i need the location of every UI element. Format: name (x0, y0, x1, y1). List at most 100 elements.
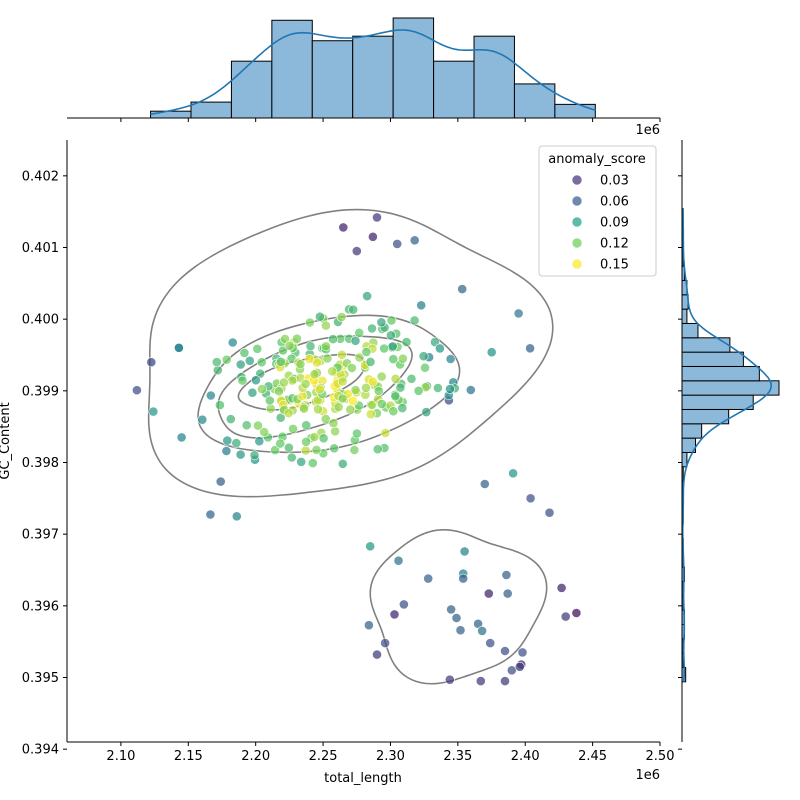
scatter-point (418, 351, 429, 362)
scatter-point (300, 445, 311, 456)
right-histogram-bar (681, 423, 703, 439)
scatter-point (367, 323, 377, 334)
scatter-point (350, 335, 361, 346)
scatter-point (173, 342, 184, 353)
y-axis-label: GC_Content (0, 402, 13, 479)
scatter-point (314, 311, 325, 322)
scatter-point (329, 443, 340, 454)
scatter-point (301, 420, 312, 431)
scatter-point (409, 315, 420, 326)
scatter-point (278, 345, 288, 356)
right-histogram-bar (681, 408, 730, 425)
right-histogram-ticks (678, 175, 682, 750)
legend-label: 0.03 (600, 174, 629, 189)
kde-contours (147, 208, 554, 685)
scatter-point (247, 387, 258, 398)
scatter-point (286, 452, 297, 463)
scatter-point (459, 546, 470, 557)
legend-label: 0.09 (600, 216, 629, 231)
scatter-point (386, 315, 397, 326)
y-tick-label: 0.395 (22, 671, 59, 686)
scatter-point (373, 386, 384, 396)
scatter-point (409, 235, 420, 246)
scatter-point (365, 409, 376, 420)
top-histogram-bar (230, 60, 273, 119)
scatter-point (311, 444, 322, 455)
x-tick-label: 2.30 (376, 749, 405, 764)
x-axis-ticks: 2.10 2.15 2.20 2.25 2.30 2.35 2.40 2.45 2.50 (106, 742, 674, 764)
scatter-point (401, 337, 412, 347)
top-histogram-bar (473, 35, 515, 119)
x-tick-label: 2.35 (443, 749, 472, 764)
scatter-point (241, 420, 252, 431)
scatter-point (265, 403, 276, 414)
scatter-point (304, 317, 315, 328)
scatter-point (249, 450, 260, 461)
scatter-point (264, 395, 275, 406)
kde-contour-level-2 (197, 314, 461, 454)
scatter-point (483, 588, 494, 599)
scatter-point (176, 432, 187, 443)
scatter-point (278, 377, 289, 388)
scatter-point (397, 403, 408, 413)
scatter-point (131, 385, 142, 396)
legend-marker (571, 237, 583, 249)
top-histogram-bars (150, 17, 596, 119)
scatter-points (131, 212, 582, 686)
y-tick-label: 0.400 (22, 313, 59, 328)
scatter-point (235, 359, 246, 370)
scatter-point (283, 408, 294, 419)
scatter-point (295, 359, 306, 370)
x-offset-label-top: 1e6 (635, 123, 660, 138)
scatter-point (257, 384, 267, 394)
scatter-point (390, 373, 401, 384)
scatter-point (287, 375, 298, 386)
scatter-point (445, 354, 456, 364)
x-tick-label: 2.45 (578, 749, 607, 764)
top-histogram-bar (392, 17, 435, 119)
scatter-point (328, 334, 338, 344)
scatter-point (270, 445, 280, 455)
scatter-point (148, 406, 159, 417)
top-histogram-bar (311, 40, 354, 119)
top-histogram-bar (352, 35, 394, 119)
right-histogram-bar (681, 380, 780, 396)
scatter-point (259, 427, 269, 437)
scatter-point (513, 308, 524, 319)
top-kde-curve (150, 29, 596, 115)
scatter-point (348, 304, 359, 315)
x-tick-label: 2.15 (174, 749, 203, 764)
x-tick-label: 2.10 (106, 749, 135, 764)
x-tick-label: 2.50 (646, 749, 675, 764)
scatter-point (445, 384, 455, 394)
scatter-point (361, 347, 372, 357)
y-tick-label: 0.399 (22, 384, 59, 399)
scatter-point (361, 382, 371, 393)
scatter-point (517, 647, 528, 658)
scatter-point (318, 433, 329, 444)
scatter-point (338, 222, 349, 233)
scatter-point (525, 493, 536, 504)
right-histogram-bar (681, 337, 731, 353)
top-histogram-bar (433, 60, 475, 119)
right-histogram-bars (681, 208, 780, 683)
scatter-point (211, 357, 222, 367)
scatter-point (388, 354, 399, 364)
scatter-point (307, 458, 318, 468)
scatter-point (372, 212, 382, 223)
scatter-point (256, 357, 267, 368)
scatter-point (397, 353, 408, 364)
scatter-point (421, 407, 432, 417)
scatter-point (387, 341, 398, 352)
scatter-point (221, 446, 232, 456)
scatter-point (363, 620, 374, 631)
scatter-point (420, 362, 430, 373)
scatter-point (508, 468, 518, 479)
right-kde-curve (681, 208, 773, 682)
scatter-point (423, 573, 434, 584)
scatter-point (475, 676, 486, 686)
scatter-point (304, 353, 315, 364)
y-tick-label: 0.402 (22, 169, 59, 184)
scatter-point (301, 436, 311, 447)
